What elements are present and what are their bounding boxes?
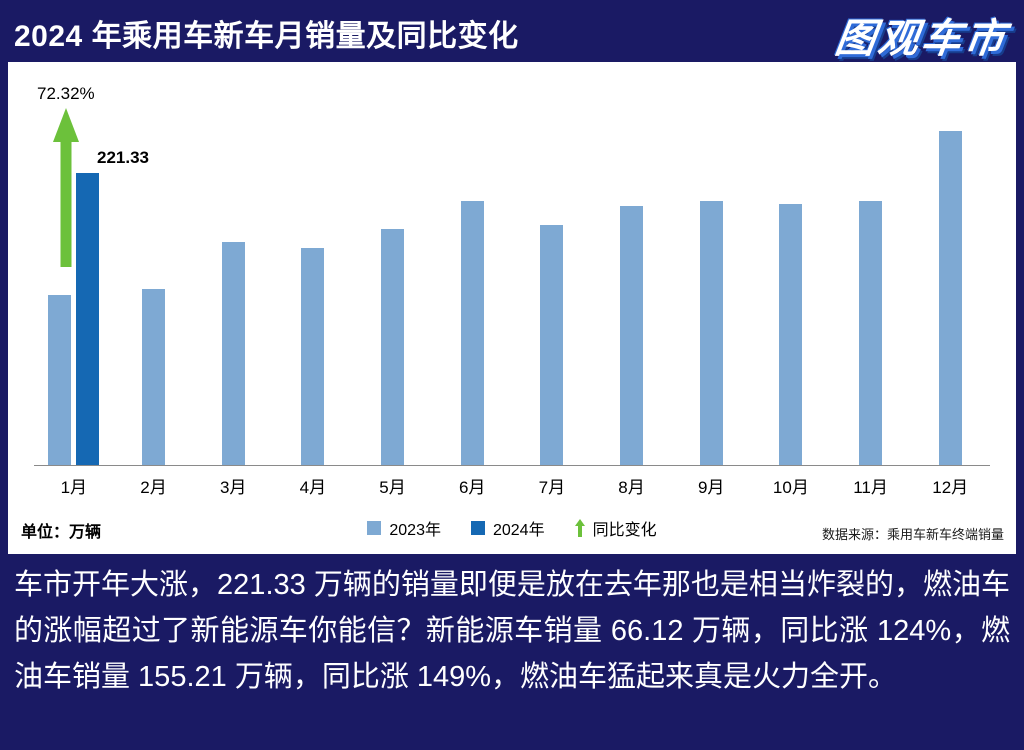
bar-2023年-2月 [142,289,165,465]
bar-2023年-4月 [301,248,325,465]
bar-2023年-3月 [221,241,245,465]
bar-group-1月 [34,115,114,465]
legend-label-2024: 2024年 [492,522,545,539]
growth-percent-label: 72.32% [37,84,95,103]
commentary-text: 车市开年大涨，221.33 万辆的销量即便是放在去年那也是相当炸裂的，燃油车的涨… [14,569,1010,693]
bar-group-7月 [512,115,592,465]
x-tick-label-8月: 8月 [618,478,645,497]
bar-2023年-8月 [620,206,644,465]
x-tick-label-4月: 4月 [299,478,327,497]
legend-item-2023: 2023年 [367,516,441,540]
x-tick-label-1月: 1月 [60,478,88,497]
unit-label: 单位：万辆 [21,524,102,541]
bar-group-8月 [592,115,672,465]
x-tick-label-2月: 2月 [140,478,167,497]
x-tick-label-7月: 7月 [538,478,566,497]
bar-group-10月 [751,115,831,465]
bar-2023年-9月 [699,200,723,465]
jan-2024-value-label: 221.33 [97,148,149,167]
header: 2024 年乘用车新车月销量及同比变化 图观车市 [0,0,1024,62]
bar-2023年-5月 [381,228,405,465]
x-tick-label-10月: 10月 [772,478,809,497]
bar-2023年-1月 [48,295,72,465]
legend-label-2023: 2023年 [389,522,441,539]
bar-group-12月 [910,115,990,465]
chart-panel: 72.32% 221.33 1月 2月 3月 4月 5月 6月 7月 8月 9月 10月 11月 12… [8,62,1016,554]
brand-logo: 图观车市 [832,17,1011,61]
bar-2023年-7月 [540,224,564,465]
growth-arrow-icon [53,108,79,267]
x-tick-label-12月: 12月 [932,478,969,497]
plot-area [34,115,990,466]
legend-item-2024: 2024年 [470,516,545,540]
bar-2023年-11月 [859,200,883,465]
legend-arrow-icon [574,519,585,537]
bar-group-2月 [114,115,194,465]
x-tick-label-5月: 5月 [379,478,406,497]
page-title: 2024 年乘用车新车月销量及同比变化 [14,20,519,53]
bar-2023年-6月 [460,200,484,465]
legend-item-change: 同比变化 [574,516,657,540]
bar-2023年-12月 [938,130,962,465]
x-axis-labels: 1月 2月 3月 4月 5月 6月 7月 8月 9月 10月 11月 12月 [34,473,990,498]
x-tick-label-3月: 3月 [219,478,247,497]
bar-group-9月 [671,115,751,465]
bar-group-11月 [831,115,911,465]
bar-2023年-10月 [779,203,803,465]
legend-label-change: 同比变化 [592,522,657,539]
bar-group-4月 [273,115,353,465]
legend-swatch-2023 [367,521,382,535]
x-tick-label-6月: 6月 [458,478,486,497]
bar-2024年-1月 [76,172,100,465]
x-tick-label-11月: 11月 [853,478,888,497]
bar-group-6月 [432,115,512,465]
bar-group-3月 [193,115,273,465]
bar-group-5月 [353,115,433,465]
legend: 2023年 2024年 同比变化 [8,516,1016,540]
x-tick-label-9月: 9月 [697,478,725,497]
legend-swatch-2024 [470,521,485,535]
data-source-label: 数据来源：乘用车新车终端销量 [821,527,1004,542]
